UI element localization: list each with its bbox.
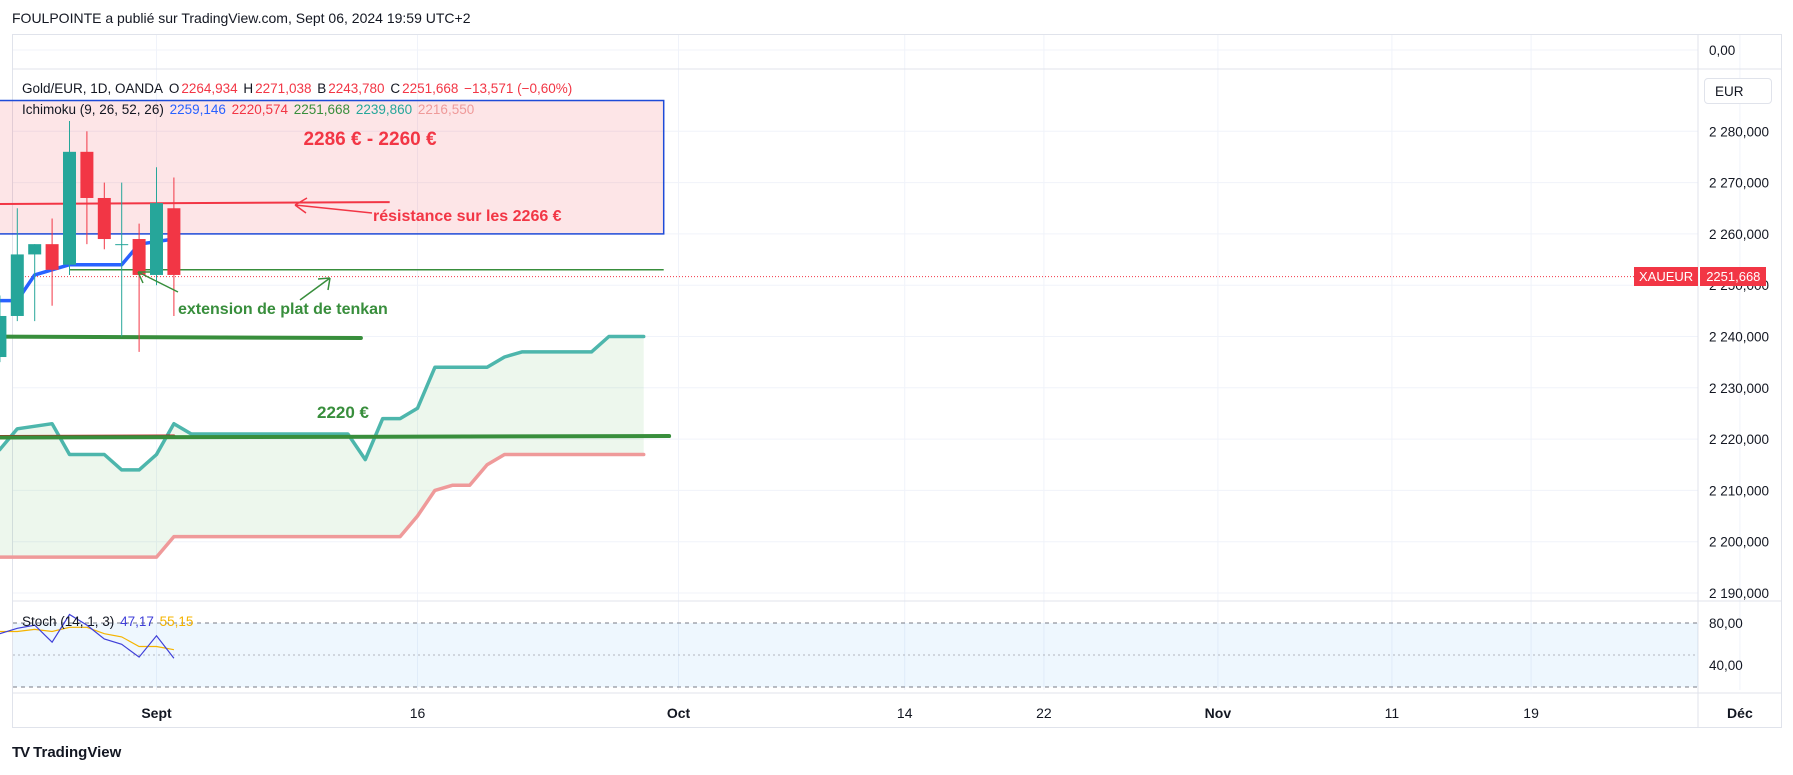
- ichimoku-cloud: [0, 336, 644, 558]
- candle-body: [63, 151, 76, 265]
- time-tick-label: Déc: [1727, 705, 1753, 721]
- price-tick-label: 2 220,000: [1709, 432, 1769, 447]
- stoch-tick-label: 40,00: [1709, 658, 1743, 673]
- price-tick-label: 2 230,000: [1709, 381, 1769, 396]
- candle: [150, 167, 163, 286]
- time-tick-label: 22: [1036, 705, 1052, 721]
- time-tick-label: 11: [1385, 705, 1400, 721]
- support-label: 2220 €: [317, 403, 370, 422]
- open-label: O: [168, 81, 180, 96]
- price-tick-label: 2 190,000: [1709, 586, 1769, 601]
- candle: [45, 218, 59, 306]
- resistance-arrow: [294, 197, 373, 214]
- tenkan-arrow-left-path: [137, 271, 179, 293]
- tradingview-footer[interactable]: TV TradingView: [12, 744, 121, 761]
- candle-body: [28, 244, 42, 255]
- senkou-span-b-line: [0, 452, 646, 559]
- stochastic-legend: Stoch (14, 1, 3) 47,17 55,15: [22, 614, 195, 629]
- candle: [10, 208, 24, 322]
- support-2220-line: [0, 434, 672, 440]
- candle-body: [150, 203, 163, 275]
- stoch-name[interactable]: Stoch (14, 1, 3): [22, 614, 115, 629]
- price-badge-symbol: XAUEUR: [1634, 267, 1699, 286]
- candle: [0, 295, 7, 363]
- resistance-label: résistance sur les 2266 €: [373, 208, 562, 225]
- currency-selector[interactable]: EUR: [1704, 78, 1772, 104]
- candle-body: [167, 208, 181, 275]
- range-label: 2286 € - 2260 €: [303, 129, 437, 150]
- price-tick-label: 2 270,000: [1709, 176, 1769, 191]
- time-tick-label: Sept: [141, 705, 172, 721]
- symbol-legend: Gold/EUR, 1D, OANDA O 2264,934 H 2271,038 …: [22, 81, 574, 96]
- top-pane-tick-label: 0,00: [1709, 43, 1735, 58]
- price-badge-value: 2251,668: [1700, 267, 1767, 286]
- time-tick-label: 19: [1523, 705, 1539, 721]
- stoch-tick-label: 80,00: [1709, 616, 1743, 631]
- tenkan-arrow-left: [137, 271, 179, 293]
- resistance-line: [0, 201, 390, 206]
- price-tick-label: 2 240,000: [1709, 330, 1769, 345]
- tradingview-logo-icon: TV: [12, 744, 30, 761]
- resistance-arrow-path: [294, 197, 373, 214]
- price-tick-label: 2 260,000: [1709, 227, 1769, 242]
- kijun-value: 2220,574: [231, 102, 288, 117]
- senkou-span-a-line: [0, 334, 646, 472]
- candle: [63, 121, 76, 275]
- close-label: C: [390, 81, 401, 96]
- senkou-b-value: 2216,550: [417, 102, 475, 117]
- time-tick-label: Nov: [1205, 705, 1232, 721]
- stoch-band: [13, 623, 1698, 687]
- low-label: B: [317, 81, 327, 96]
- tenkan-arrow-right: [299, 277, 331, 301]
- candle-body: [10, 254, 24, 316]
- time-tick-label: 14: [897, 705, 913, 721]
- chart-frame: [12, 34, 1782, 728]
- publisher-header: FOULPOINTE a publié sur TradingView.com,…: [12, 10, 471, 26]
- candle-body: [0, 315, 7, 358]
- time-tick-label: 16: [410, 705, 426, 721]
- candle: [97, 182, 111, 250]
- stoch-k-line: [0, 613, 175, 659]
- candle-body: [45, 244, 59, 270]
- high-label: H: [243, 81, 254, 96]
- stoch-k-value: 47,17: [120, 614, 154, 629]
- candle: [80, 131, 94, 245]
- time-tick-label: Oct: [667, 705, 691, 721]
- low-value: 2243,780: [328, 81, 385, 96]
- candle: [167, 177, 181, 316]
- price-tick-label: 2 280,000: [1709, 124, 1769, 139]
- tenkan-extension-label: extension de plat de tenkan: [178, 301, 388, 318]
- tenkan-value: 2259,146: [169, 102, 226, 117]
- price-tick-label: 2 210,000: [1709, 483, 1769, 498]
- green-level-line: [0, 334, 363, 340]
- symbol-name[interactable]: Gold/EUR, 1D, OANDA: [22, 81, 164, 96]
- candle: [115, 182, 129, 337]
- candle-body: [80, 151, 94, 198]
- ichimoku-name[interactable]: Ichimoku (9, 26, 52, 26): [22, 102, 164, 117]
- stoch-d-value: 55,15: [159, 614, 194, 629]
- change-value: −13,571 (−0,60%): [464, 81, 573, 96]
- tenkan-arrow-right-path: [299, 277, 331, 301]
- close-value: 2251,668: [402, 81, 459, 96]
- chikou-value: 2251,668: [293, 102, 351, 117]
- candle-body: [115, 244, 129, 246]
- stoch-d-line: [0, 626, 175, 651]
- high-value: 2271,038: [255, 81, 312, 96]
- tradingview-brand: TradingView: [33, 744, 122, 761]
- ichimoku-legend: Ichimoku (9, 26, 52, 26) 2259,146 2220,5…: [22, 102, 476, 117]
- candle-body: [97, 197, 111, 240]
- price-tick-label: 2 200,000: [1709, 535, 1769, 550]
- candle: [28, 244, 42, 322]
- candle: [132, 223, 146, 352]
- last-price-badge: XAUEUR 2251,668: [1634, 267, 1767, 286]
- open-value: 2264,934: [181, 81, 238, 96]
- senkou-a-value: 2239,860: [355, 102, 413, 117]
- candle-body: [132, 239, 146, 275]
